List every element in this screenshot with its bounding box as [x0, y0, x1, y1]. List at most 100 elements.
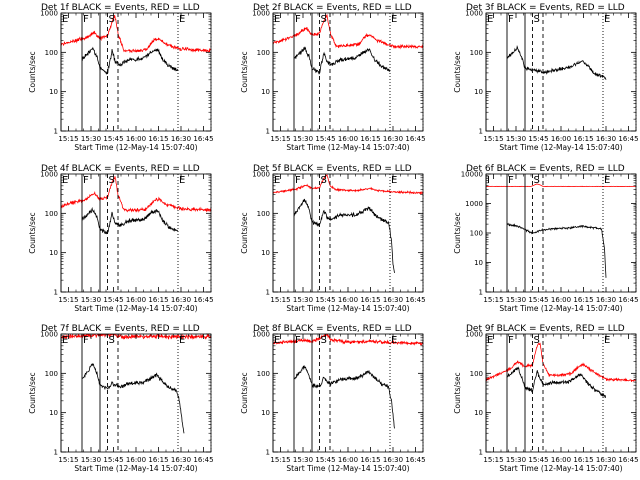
x-tick-label: 16:15 — [148, 296, 168, 304]
y-tick-label: 1000 — [465, 200, 483, 208]
series-line-lld — [486, 342, 636, 382]
time-marker-label: S — [534, 14, 540, 25]
series-line-events — [81, 363, 185, 434]
x-tick-label: 15:45 — [103, 296, 123, 304]
x-tick-label: 15:15 — [270, 456, 290, 464]
y-tick-label: 1 — [479, 128, 483, 136]
x-tick-label: 15:45 — [315, 456, 335, 464]
panel-title: Det 7f BLACK = Events, RED = LLD — [41, 324, 200, 334]
y-axis-label: Counts/sec — [240, 372, 249, 413]
x-tick-label: 15:15 — [58, 135, 78, 143]
panel-title: Det 4f BLACK = Events, RED = LLD — [41, 164, 200, 174]
x-axis-label: Start Time (12-May-14 15:07:40) — [286, 304, 409, 313]
time-marker-label: E — [274, 335, 280, 346]
y-tick-label: 10 — [49, 249, 58, 257]
time-marker-label: E — [274, 175, 280, 186]
x-tick-label: 16:45 — [405, 296, 425, 304]
y-tick-label: 1 — [479, 449, 483, 457]
x-tick-label: 16:30 — [171, 456, 191, 464]
x-tick-label: 15:15 — [58, 456, 78, 464]
x-tick-label: 15:30 — [81, 456, 101, 464]
series-line-lld — [273, 334, 423, 346]
x-tick-label: 15:30 — [506, 296, 526, 304]
time-marker-label: S — [109, 175, 115, 186]
x-tick-label: 15:30 — [81, 296, 101, 304]
y-tick-label: 1 — [54, 128, 58, 136]
time-marker-label: F — [83, 175, 89, 186]
x-tick-label: 16:45 — [618, 135, 638, 143]
time-marker-label: S — [321, 175, 327, 186]
x-tick-label: 16:45 — [405, 456, 425, 464]
x-tick-label: 16:30 — [596, 456, 616, 464]
y-tick-label: 100 — [45, 210, 58, 218]
x-tick-label: 15:30 — [506, 135, 526, 143]
x-tick-label: 16:00 — [551, 135, 571, 143]
panel-title: Det 9f BLACK = Events, RED = LLD — [466, 324, 625, 334]
x-tick-label: 16:00 — [126, 135, 146, 143]
x-tick-label: 15:15 — [483, 135, 503, 143]
y-tick-label: 1 — [479, 289, 483, 297]
x-tick-label: 16:00 — [551, 456, 571, 464]
y-axis-label: Counts/sec — [240, 51, 249, 92]
x-tick-label: 16:30 — [171, 296, 191, 304]
x-tick-label: 15:30 — [293, 456, 313, 464]
time-marker-label: F — [508, 175, 514, 186]
x-tick-label: 16:45 — [193, 456, 213, 464]
time-marker-label: E — [391, 14, 397, 25]
time-marker-label: E — [604, 14, 610, 25]
x-tick-label: 15:45 — [103, 456, 123, 464]
time-marker-label: S — [321, 335, 327, 346]
x-axis-label: Start Time (12-May-14 15:07:40) — [74, 464, 197, 473]
y-tick-label: 100 — [470, 230, 483, 238]
x-tick-label: 16:15 — [148, 456, 168, 464]
y-tick-label: 100 — [45, 370, 58, 378]
y-tick-label: 1000 — [252, 171, 270, 179]
x-axis-label: Start Time (12-May-14 15:07:40) — [286, 464, 409, 473]
series-line-events — [81, 206, 179, 235]
y-axis-label: Counts/sec — [28, 372, 37, 413]
series-line-lld — [61, 176, 211, 213]
time-marker-label: E — [179, 175, 185, 186]
time-marker-label: F — [295, 175, 301, 186]
x-tick-label: 16:30 — [171, 135, 191, 143]
x-tick-label: 16:30 — [383, 296, 403, 304]
series-line-events — [293, 198, 395, 273]
x-tick-label: 16:45 — [618, 456, 638, 464]
y-tick-label: 1 — [266, 449, 270, 457]
x-tick-label: 16:15 — [573, 296, 593, 304]
y-tick-label: 100 — [257, 49, 270, 57]
x-tick-label: 16:30 — [596, 296, 616, 304]
time-marker-label: S — [534, 175, 540, 186]
x-tick-label: 16:15 — [148, 135, 168, 143]
time-marker-label: E — [274, 14, 280, 25]
y-tick-label: 1 — [54, 289, 58, 297]
x-tick-label: 16:30 — [383, 456, 403, 464]
y-axis-label: Counts/sec — [28, 51, 37, 92]
y-tick-label: 10 — [49, 409, 58, 417]
y-axis-label: Counts/sec — [453, 212, 462, 253]
time-marker-label: E — [179, 335, 185, 346]
y-tick-label: 1 — [266, 128, 270, 136]
x-tick-label: 16:30 — [383, 135, 403, 143]
x-tick-label: 15:30 — [506, 456, 526, 464]
y-tick-label: 100 — [470, 370, 483, 378]
x-tick-label: 16:45 — [193, 135, 213, 143]
x-tick-label: 15:15 — [270, 135, 290, 143]
series-line-events — [506, 366, 607, 399]
series-line-lld — [486, 183, 636, 187]
x-tick-label: 15:45 — [528, 135, 548, 143]
y-tick-label: 10 — [261, 249, 270, 257]
time-marker-label: E — [62, 335, 68, 346]
y-tick-label: 1 — [54, 449, 58, 457]
x-axis-label: Start Time (12-May-14 15:07:40) — [74, 304, 197, 313]
time-marker-label: F — [83, 14, 89, 25]
series-line-events — [506, 44, 607, 80]
time-marker-label: F — [508, 14, 514, 25]
x-tick-label: 15:45 — [315, 135, 335, 143]
y-tick-label: 1 — [266, 289, 270, 297]
x-tick-label: 16:00 — [338, 135, 358, 143]
